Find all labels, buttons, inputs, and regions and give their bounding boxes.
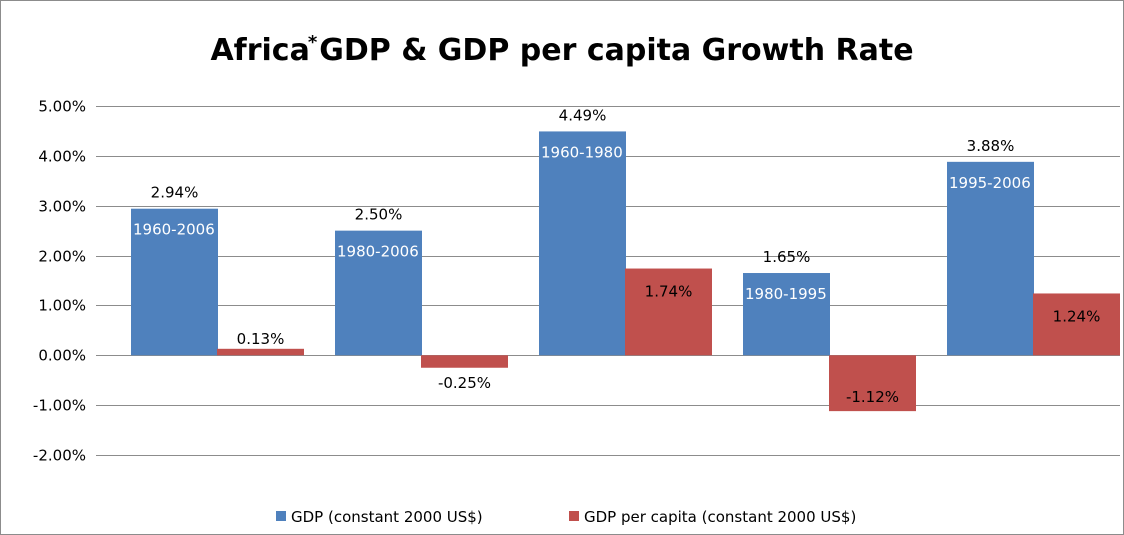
legend-label-gdp-per-capita: GDP per capita (constant 2000 US$) [584,508,856,526]
bar-gdp [131,208,218,356]
category-label: 1995-2006 [949,174,1031,192]
bar-gdp-per-capita [421,355,508,368]
y-tick-label: -2.00% [33,447,86,465]
chart-title-rest: GDP & GDP per capita Growth Rate [319,33,913,68]
bar-gdp-per-capita [217,348,304,356]
legend-swatch-gdp-per-capita [569,511,579,521]
data-label-gdp: 2.50% [355,206,403,224]
y-tick-label: 2.00% [38,248,86,266]
bar-gdp [539,131,626,356]
legend-swatch-gdp [276,511,286,521]
bar-gdp [743,273,830,356]
legend-label-gdp: GDP (constant 2000 US$) [291,508,483,526]
y-tick-label: 3.00% [38,198,86,216]
data-label-gdp: 1.65% [763,248,811,266]
bar-gdp [335,230,422,356]
data-label-gdp: 4.49% [559,106,607,124]
category-label: 1980-1995 [745,285,827,303]
data-label-gdp: 2.94% [151,184,199,202]
y-tick-label: 1.00% [38,297,86,315]
data-label-gdp-per-capita: -1.12% [846,388,899,406]
data-label-gdp-per-capita: 0.13% [237,330,285,348]
bars [131,131,1120,412]
y-tick-label: -1.00% [33,397,86,415]
category-label: 1960-2006 [133,221,215,239]
data-label-gdp-per-capita: 1.24% [1053,307,1101,325]
chart-title-text: Africa [210,33,309,68]
legend: GDP (constant 2000 US$) GDP per capita (… [276,508,856,526]
data-label-gdp-per-capita: 1.74% [645,283,693,301]
category-label: 1960-1980 [541,143,623,161]
data-label-gdp: 3.88% [967,137,1015,155]
bar-gdp [947,161,1034,356]
y-tick-label: 0.00% [38,347,86,365]
data-labels: 2.94% 1960-2006 0.13% 2.50% 1980-2006 -0.25% 4… [133,106,1100,406]
y-axis-ticks: 5.00% 4.00% 3.00% 2.00% 1.00% 0.00% -1.00% -2.0… [33,98,86,465]
chart-title-superscript: * [308,32,318,53]
bar-gdp-per-capita [829,355,916,412]
chart-title: Africa*GDP & GDP per capita Growth Rate [210,32,913,68]
bar-gdp-per-capita [625,268,712,356]
bar-gdp-per-capita [1033,293,1120,356]
y-tick-label: 4.00% [38,148,86,166]
data-label-gdp-per-capita: -0.25% [438,374,491,392]
y-tick-label: 5.00% [38,98,86,116]
category-label: 1980-2006 [337,243,419,261]
